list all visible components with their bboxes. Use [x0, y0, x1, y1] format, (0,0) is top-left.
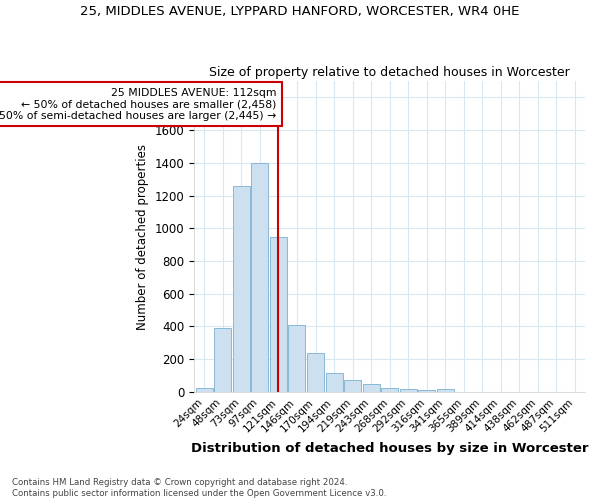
Title: Size of property relative to detached houses in Worcester: Size of property relative to detached ho… [209, 66, 570, 78]
Bar [418, 390, 435, 392]
Bar [196, 388, 213, 392]
Bar [233, 186, 250, 392]
Bar [270, 236, 287, 392]
Bar [400, 390, 416, 392]
Text: 25 MIDDLES AVENUE: 112sqm
← 50% of detached houses are smaller (2,458)
50% of se: 25 MIDDLES AVENUE: 112sqm ← 50% of detac… [0, 88, 277, 121]
Text: Contains HM Land Registry data © Crown copyright and database right 2024.
Contai: Contains HM Land Registry data © Crown c… [12, 478, 386, 498]
Bar [437, 388, 454, 392]
X-axis label: Distribution of detached houses by size in Worcester: Distribution of detached houses by size … [191, 442, 589, 455]
Bar [344, 380, 361, 392]
Text: 25, MIDDLES AVENUE, LYPPARD HANFORD, WORCESTER, WR4 0HE: 25, MIDDLES AVENUE, LYPPARD HANFORD, WOR… [80, 5, 520, 18]
Bar [251, 163, 268, 392]
Bar [381, 388, 398, 392]
Y-axis label: Number of detached properties: Number of detached properties [136, 144, 149, 330]
Bar [307, 354, 324, 392]
Bar [326, 373, 343, 392]
Bar [289, 325, 305, 392]
Bar [362, 384, 380, 392]
Bar [214, 328, 232, 392]
